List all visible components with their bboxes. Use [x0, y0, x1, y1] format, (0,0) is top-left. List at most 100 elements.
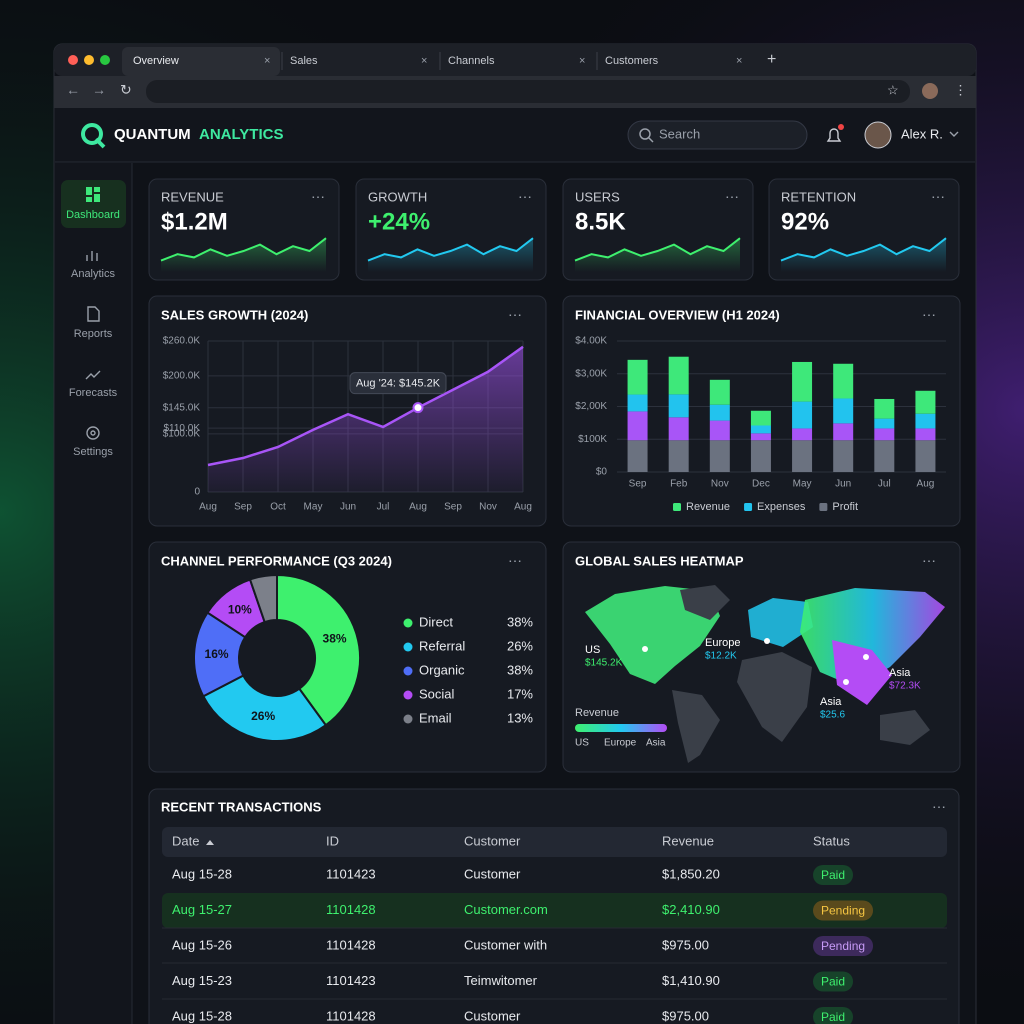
more-menu[interactable]: ⋯ [508, 553, 522, 569]
tab-active[interactable] [122, 47, 280, 76]
kpi-value: +24% [368, 208, 430, 235]
legend-value: 13% [507, 710, 533, 725]
max-dot[interactable] [100, 55, 110, 65]
map-legend-bar [575, 724, 667, 732]
x-tick-label: May [793, 479, 812, 490]
new-tab[interactable]: + [767, 51, 776, 68]
cell: 1101428 [326, 902, 376, 917]
x-tick-label: Aug [514, 502, 532, 513]
more-menu[interactable]: ⋯ [518, 189, 532, 205]
more-menu[interactable]: ⋯ [931, 189, 945, 205]
cell: $1,850.20 [662, 866, 720, 881]
donut-slice [248, 573, 278, 624]
x-tick-label: Feb [670, 479, 688, 490]
sidebar [55, 163, 132, 1024]
bar-segment [750, 440, 771, 472]
tab-close[interactable]: × [264, 55, 270, 67]
x-tick-label: Jun [835, 479, 851, 490]
tab-close[interactable]: × [736, 55, 742, 67]
row-dividers [162, 927, 947, 1000]
search-icon [648, 137, 654, 143]
avatar[interactable] [864, 121, 892, 149]
chart-title: FINANCIAL OVERVIEW (H1 2024) [575, 307, 780, 322]
status-text: Pending [821, 904, 865, 918]
search-box[interactable] [627, 120, 808, 150]
menu[interactable]: ⋮ [954, 82, 967, 97]
bar-segment [874, 418, 895, 429]
x-tick-label: Oct [270, 502, 286, 513]
y-tick-label: $2,00K [575, 401, 607, 412]
more-menu[interactable]: ⋯ [725, 189, 739, 205]
cell: Customer [464, 866, 521, 881]
min-dot[interactable] [84, 55, 94, 65]
legend-swatch [673, 503, 681, 511]
legend-dot [403, 690, 413, 700]
slice-label: 16% [205, 647, 229, 661]
forward[interactable]: → [92, 82, 106, 98]
bar-segment [627, 394, 648, 412]
world-map [585, 585, 945, 763]
cell: Aug 15-23 [172, 973, 232, 988]
chevron[interactable] [949, 131, 959, 137]
cell: $975.00 [662, 1008, 709, 1023]
sparkline-area [575, 238, 740, 272]
reload[interactable]: ↻ [120, 82, 132, 98]
sparkline-area [368, 238, 533, 272]
legend-dot [403, 618, 413, 628]
bar-segment [915, 440, 936, 472]
column-header: Status [813, 833, 850, 848]
row-highlight [162, 893, 947, 928]
dashboard-icon [86, 187, 100, 202]
brand-accent: ANALYTICS [199, 126, 283, 143]
legend-value: 38% [507, 662, 533, 677]
bookmark[interactable]: ☆ [887, 82, 899, 97]
user-name: Alex R. [901, 126, 943, 141]
more-menu[interactable]: ⋯ [922, 553, 936, 569]
cell: Customer with [464, 937, 547, 952]
close-dot[interactable] [68, 55, 78, 65]
sparkline [367, 237, 534, 262]
sparkline-area [161, 238, 326, 272]
cell: $2,410.90 [662, 902, 720, 917]
bar-segment [915, 413, 936, 429]
map-marker [642, 646, 648, 652]
x-tick-label: Aug [199, 502, 217, 513]
more-menu[interactable]: ⋯ [932, 799, 946, 815]
nav-item: Dashboard [66, 209, 120, 221]
tab-close[interactable]: × [421, 55, 427, 67]
more-menu[interactable]: ⋯ [922, 307, 936, 323]
address-bar[interactable] [146, 80, 910, 103]
bar-segment [874, 440, 895, 472]
legend-dot [403, 666, 413, 676]
more-menu[interactable]: ⋯ [311, 189, 325, 205]
nav-item: Settings [73, 446, 113, 458]
cell: Customer.com [464, 902, 548, 917]
kpi-value: 8.5K [575, 208, 626, 235]
nav-active[interactable] [61, 180, 126, 228]
kpi-label: RETENTION [781, 189, 856, 204]
bar-segment [833, 423, 854, 441]
chart-title: SALES GROWTH (2024) [161, 307, 308, 322]
map-marker [843, 679, 849, 685]
map-value: $25.6 [820, 710, 845, 721]
cell: 1101423 [326, 973, 376, 988]
logo [81, 123, 103, 145]
x-tick-label: Sep [234, 502, 252, 513]
tab-close[interactable]: × [579, 55, 585, 67]
bell[interactable] [826, 128, 842, 142]
bar-segment [709, 420, 730, 441]
bar-segment [833, 398, 854, 424]
y-tick-label: $145.0K [163, 402, 201, 413]
y-tick-label: $0 [596, 467, 608, 478]
back[interactable]: ← [66, 82, 80, 98]
profile[interactable] [922, 83, 938, 99]
sort-indicator[interactable] [206, 840, 214, 845]
kpi-label: GROWTH [368, 189, 427, 204]
card-title: GLOBAL SALES HEATMAP [575, 553, 744, 568]
legend-value: 38% [507, 614, 533, 629]
x-tick-label: Aug [917, 479, 935, 490]
map-region: US [585, 644, 600, 656]
more-menu[interactable]: ⋯ [508, 307, 522, 323]
y-tick-label: $3,00K [575, 368, 607, 379]
search-icon [639, 128, 651, 140]
